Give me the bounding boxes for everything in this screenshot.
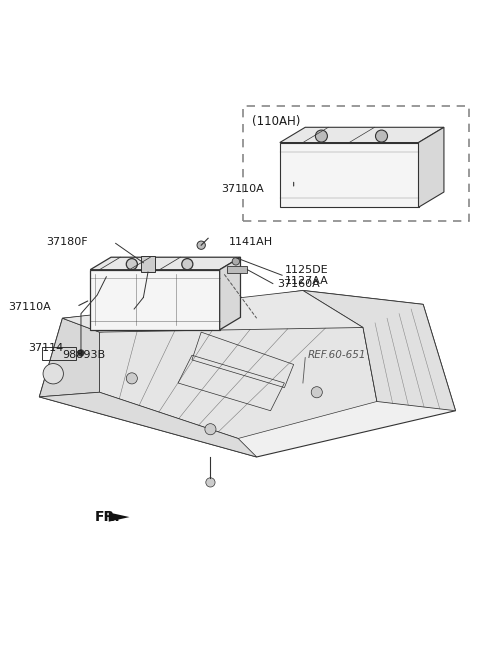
Polygon shape: [39, 291, 456, 457]
Text: (110AH): (110AH): [252, 115, 300, 128]
Circle shape: [126, 373, 137, 384]
Text: 37110A: 37110A: [221, 184, 264, 194]
Text: REF.60-651: REF.60-651: [308, 350, 366, 360]
Text: 37110A: 37110A: [8, 302, 51, 312]
Polygon shape: [227, 266, 247, 273]
Polygon shape: [419, 127, 444, 207]
Circle shape: [315, 130, 327, 142]
Text: 98893B: 98893B: [62, 350, 106, 360]
Circle shape: [197, 241, 205, 250]
Circle shape: [126, 259, 137, 270]
Circle shape: [182, 259, 193, 270]
Polygon shape: [62, 291, 363, 332]
Polygon shape: [220, 257, 240, 330]
Circle shape: [375, 130, 387, 142]
Circle shape: [232, 257, 240, 265]
Circle shape: [311, 386, 323, 398]
Polygon shape: [280, 143, 419, 207]
Text: 37160A: 37160A: [277, 278, 320, 289]
Polygon shape: [90, 257, 240, 270]
Text: 1127AA: 1127AA: [285, 276, 328, 286]
Polygon shape: [39, 318, 99, 397]
Text: 1141AH: 1141AH: [229, 237, 273, 247]
Polygon shape: [280, 127, 444, 143]
Polygon shape: [99, 318, 377, 438]
Text: 1125DE: 1125DE: [285, 265, 328, 274]
Polygon shape: [141, 256, 155, 272]
Circle shape: [205, 424, 216, 435]
Polygon shape: [303, 291, 456, 411]
Text: 37180F: 37180F: [46, 237, 88, 247]
Circle shape: [78, 350, 84, 356]
Polygon shape: [108, 512, 130, 521]
Circle shape: [206, 477, 215, 487]
Polygon shape: [90, 270, 220, 330]
Circle shape: [43, 364, 63, 384]
Text: FR.: FR.: [95, 510, 120, 524]
Text: 37114: 37114: [28, 343, 63, 353]
Polygon shape: [39, 392, 257, 457]
Bar: [42, 347, 76, 360]
